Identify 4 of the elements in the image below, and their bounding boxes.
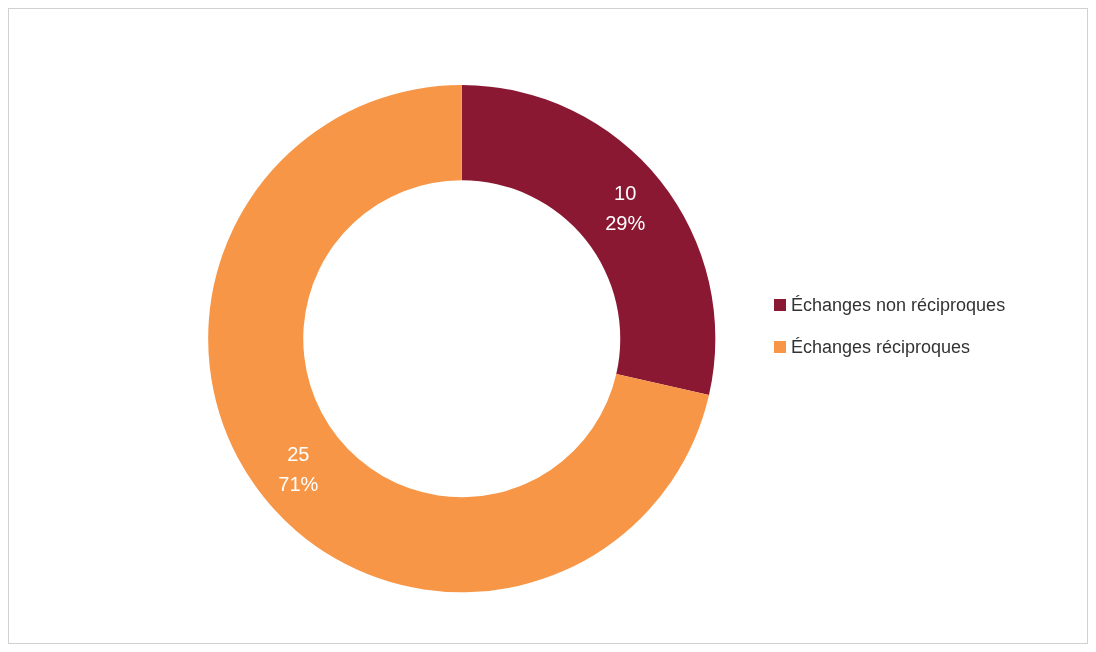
data-label: 10 29% — [605, 182, 646, 235]
legend-label: Échanges réciproques — [790, 337, 971, 357]
legend-label: Échanges non réciproques — [790, 295, 1006, 315]
data-label: 25 71% — [278, 443, 319, 496]
